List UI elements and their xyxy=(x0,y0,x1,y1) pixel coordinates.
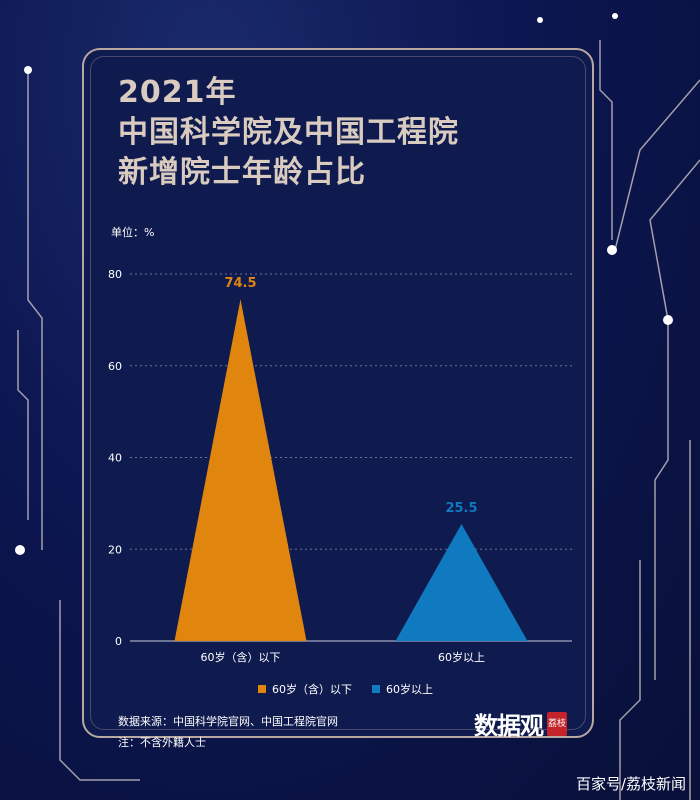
bar-over-60 xyxy=(395,524,528,641)
legend-swatch-blue xyxy=(372,685,380,693)
title-year: 2021年 xyxy=(118,75,237,110)
legend-item-under-60: 60岁（含）以下 xyxy=(258,681,352,697)
watermark: 百家号/荔枝新闻 xyxy=(575,775,686,793)
y-tick-label: 40 xyxy=(108,452,122,465)
data-source-note: 数据来源：中国科学院官网、中国工程院官网 xyxy=(118,715,338,728)
data-label: 25.5 xyxy=(445,501,477,516)
data-label: 74.5 xyxy=(224,276,256,291)
brand-logo: 数据观 荔枝 xyxy=(474,706,567,741)
title-topic: 新增院士年龄占比 xyxy=(118,155,366,190)
x-tick-label: 60岁以上 xyxy=(438,650,485,664)
bar-under-60 xyxy=(174,299,307,641)
legend-label-under-60: 60岁（含）以下 xyxy=(272,683,352,696)
brand-badge: 荔枝 xyxy=(547,711,567,736)
legend-label-over-60: 60岁以上 xyxy=(386,683,433,696)
y-tick-label: 80 xyxy=(108,268,122,281)
title-subject: 中国科学院及中国工程院 xyxy=(118,115,459,150)
x-tick-label: 60岁（含）以下 xyxy=(201,650,281,664)
unit-label: 单位：% xyxy=(111,226,155,239)
brand-name: 数据观 xyxy=(474,712,544,740)
legend-item-over-60: 60岁以上 xyxy=(372,681,433,697)
exclusion-note: 注：不含外籍人士 xyxy=(118,736,206,749)
legend-swatch-orange xyxy=(258,685,266,693)
chart-panel-inner-border xyxy=(90,56,586,730)
legend: 60岁（含）以下 60岁以上 xyxy=(258,681,433,697)
y-tick-label: 0 xyxy=(115,635,122,648)
y-tick-label: 60 xyxy=(108,360,122,373)
y-tick-label: 20 xyxy=(108,543,122,556)
